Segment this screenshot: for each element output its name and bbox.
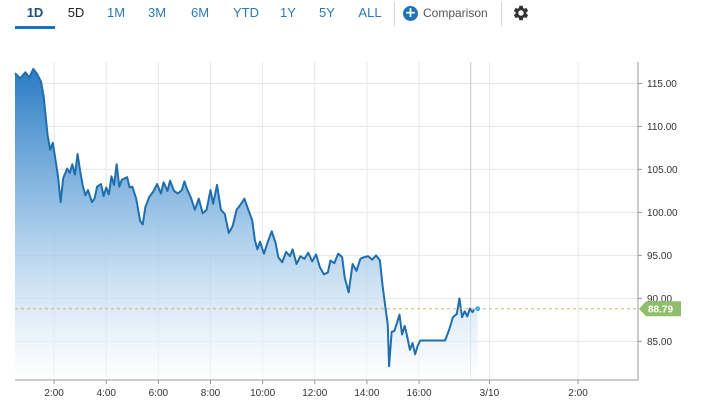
chart-axes — [15, 62, 642, 384]
gear-icon[interactable] — [512, 4, 530, 22]
range-button-5d[interactable]: 5D — [67, 5, 85, 20]
active-range-underline — [15, 26, 55, 29]
x-tick-label: 2:00 — [44, 388, 64, 399]
price-area — [15, 68, 478, 380]
y-tick-label: 85.00 — [647, 337, 672, 348]
toolbar-divider — [394, 2, 395, 26]
x-tick-label: 8:00 — [201, 388, 221, 399]
y-tick-label: 110.00 — [647, 122, 677, 133]
y-tick-label: 100.00 — [647, 208, 678, 219]
price-line — [14, 67, 478, 368]
y-tick-label: 90.00 — [647, 294, 672, 305]
x-tick-label: 14:00 — [354, 388, 379, 399]
x-tick-label: 3/10 — [480, 388, 500, 399]
x-tick-label: 12:00 — [302, 388, 327, 399]
plus-circle-icon: + — [403, 4, 418, 21]
range-toolbar: 1D 5D 1M 3M 6M YTD 1Y 5Y ALL + Compariso… — [0, 0, 711, 30]
current-price-dot — [474, 305, 482, 313]
y-tick-label: 105.00 — [647, 165, 678, 176]
range-button-1y[interactable]: 1Y — [280, 5, 296, 20]
range-button-1d[interactable]: 1D — [26, 5, 44, 20]
range-button-ytd[interactable]: YTD — [233, 5, 259, 20]
toolbar-divider — [501, 2, 502, 26]
comparison-label: Comparison — [423, 6, 488, 20]
last-price-label: 88.79 — [648, 304, 673, 315]
range-button-6m[interactable]: 6M — [190, 5, 210, 20]
x-tick-label: 6:00 — [149, 388, 169, 399]
range-button-3m[interactable]: 3M — [147, 5, 167, 20]
y-tick-label: 95.00 — [647, 251, 672, 262]
range-button-5y[interactable]: 5Y — [319, 5, 335, 20]
comparison-button[interactable]: + Comparison — [403, 3, 488, 23]
range-button-all[interactable]: ALL — [358, 5, 382, 20]
chart-labels: 85.00 90.00 95.00 100.00 105.00 110.00 115.00 2… — [44, 79, 681, 399]
range-button-1m[interactable]: 1M — [106, 5, 126, 20]
y-tick-label: 115.00 — [647, 79, 677, 90]
last-price-tag — [639, 301, 681, 317]
x-tick-label: 2:00 — [568, 388, 588, 399]
x-tick-label: 4:00 — [96, 388, 116, 399]
x-tick-label: 10:00 — [250, 388, 275, 399]
x-tick-label: 16:00 — [407, 388, 432, 399]
plot-area — [14, 67, 638, 380]
